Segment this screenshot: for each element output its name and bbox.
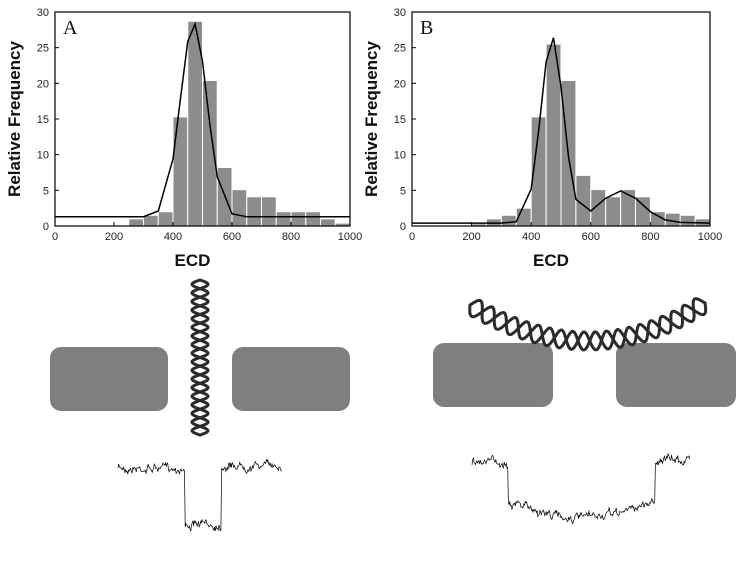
y-tick-label: 0 (400, 221, 406, 233)
panel-label: A (63, 17, 78, 39)
bar (275, 211, 292, 227)
bar (605, 196, 622, 227)
y-tick-label: 0 (43, 221, 49, 233)
x-tick-label: 200 (462, 231, 480, 243)
bar (128, 218, 144, 227)
y-tick-label: 20 (37, 78, 49, 90)
y-tick-label: 30 (394, 7, 406, 19)
fit-curve (55, 21, 350, 218)
y-tick-label: 15 (37, 114, 49, 126)
y-tick-label: 25 (37, 43, 49, 55)
bar (679, 214, 696, 227)
histogram-panel: 0 200 400 600 800 1000 0 5 10 15 20 25 30 B ECD Relativ… (362, 7, 722, 270)
y-tick-label: 5 (400, 185, 406, 197)
membrane-block (232, 347, 350, 411)
y-axis-label: Relative Frequency (5, 41, 24, 197)
x-tick-label: 1000 (698, 231, 722, 243)
x-tick-label: 400 (164, 231, 182, 243)
y-tick-label: 10 (394, 150, 406, 162)
current-trace (471, 452, 691, 525)
y-tick-label: 30 (37, 7, 49, 19)
x-tick-label: 1000 (338, 231, 362, 243)
pore-left (50, 347, 350, 411)
bar (202, 79, 218, 227)
bar (500, 214, 517, 227)
x-tick-label: 200 (105, 231, 123, 243)
membrane-block (616, 343, 736, 407)
x-tick-label: 400 (522, 231, 540, 243)
dna-strand (190, 278, 210, 437)
bar (320, 218, 336, 227)
x-tick-label: 0 (52, 231, 58, 243)
bar (246, 196, 262, 227)
bar (290, 211, 307, 227)
y-tick-label: 20 (394, 78, 406, 90)
dna-strand (468, 298, 708, 352)
membrane-block (433, 343, 553, 407)
y-tick-label: 5 (43, 185, 49, 197)
x-tick-label: 0 (409, 231, 415, 243)
bar (143, 214, 159, 227)
bar (261, 196, 277, 227)
pore-right (433, 343, 736, 407)
bar (305, 211, 321, 227)
x-axis-label: ECD (533, 251, 569, 270)
y-tick-label: 10 (37, 150, 49, 162)
histogram-panel: 0 200 400 600 800 1000 0 5 10 15 20 25 30 A ECD Relativ… (5, 7, 362, 270)
x-tick-label: 800 (282, 231, 300, 243)
fit-curve (412, 37, 711, 224)
bar (172, 116, 189, 227)
y-tick-label: 25 (394, 43, 406, 55)
panel-label: B (420, 17, 433, 39)
x-axis-label: ECD (175, 251, 211, 270)
bar (231, 189, 248, 227)
bar (590, 189, 607, 227)
x-tick-label: 800 (641, 231, 659, 243)
current-trace (117, 458, 283, 532)
y-tick-label: 15 (394, 114, 406, 126)
bar (157, 211, 174, 227)
y-axis-label: Relative Frequency (362, 41, 381, 197)
x-tick-label: 600 (223, 231, 241, 243)
membrane-block (50, 347, 168, 411)
x-tick-label: 600 (582, 231, 600, 243)
